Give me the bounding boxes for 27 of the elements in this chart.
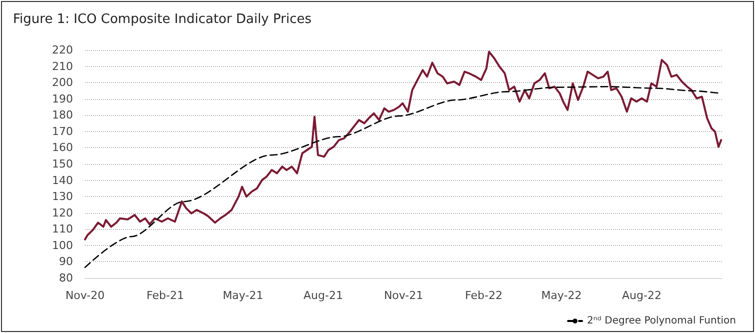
chart-title: Figure 1: ICO Composite Indicator Daily Prices — [13, 12, 312, 27]
x-tick-label: Aug-22 — [622, 289, 662, 302]
y-tick-label: 110 — [52, 222, 73, 236]
legend-label: 2ⁿᵈ Degree Polynomal Funtion — [587, 316, 736, 326]
y-tick-label: 80 — [59, 272, 73, 284]
y-tick-label: 190 — [52, 92, 73, 106]
x-tick-label: Nov-20 — [65, 289, 105, 302]
line-series — [84, 86, 721, 268]
y-tick-label: 130 — [52, 190, 73, 204]
line-series — [84, 50, 722, 240]
y-tick-label: 210 — [52, 60, 73, 73]
y-tick-label: 100 — [52, 238, 73, 252]
x-tick-label: May-21 — [222, 289, 264, 302]
y-tick-label: 90 — [59, 255, 73, 268]
y-tick-label: 120 — [52, 206, 73, 220]
y-tick-label: 140 — [52, 174, 73, 187]
x-tick-label: Feb-21 — [146, 289, 184, 302]
y-tick-label: 180 — [52, 108, 73, 122]
y-tick-label: 170 — [52, 124, 73, 138]
y-tick-label: 220 — [52, 44, 73, 56]
x-tick-label: Aug-21 — [303, 289, 343, 302]
x-tick-label: Feb-22 — [465, 289, 503, 302]
y-tick-label: 200 — [52, 76, 73, 90]
x-tick-label: May-22 — [541, 289, 582, 302]
x-tick-label: Nov-21 — [384, 289, 424, 302]
y-tick-label: 160 — [52, 141, 73, 154]
y-tick-label: 150 — [52, 158, 73, 170]
